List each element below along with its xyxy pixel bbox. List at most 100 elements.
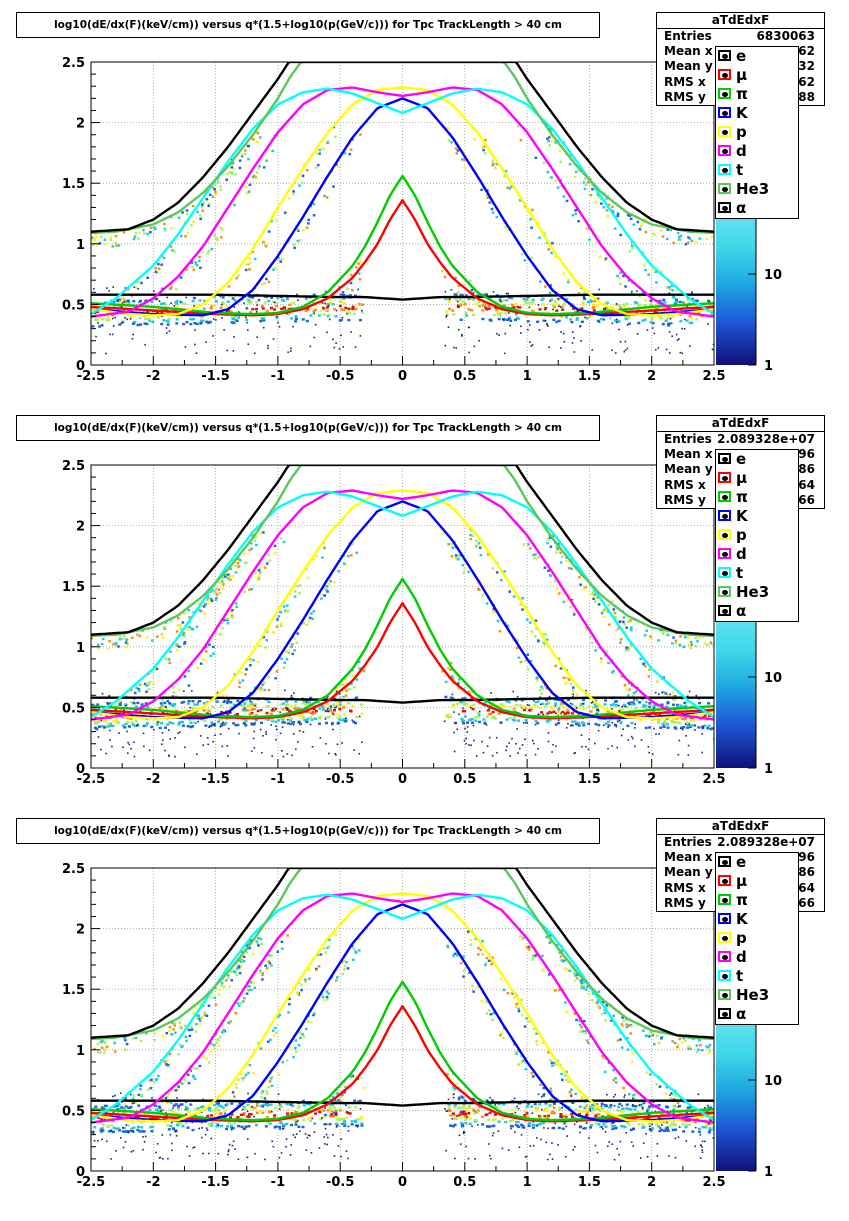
heatmap-cell: [222, 695, 225, 697]
heatmap-cell: [513, 595, 516, 597]
heatmap-cell: [169, 738, 171, 740]
heatmap-cell: [648, 726, 651, 728]
heatmap-cell: [106, 1125, 109, 1127]
heatmap-cell: [608, 724, 611, 726]
heatmap-cell: [122, 747, 124, 749]
heatmap-cell: [501, 301, 503, 303]
heatmap-cell: [689, 315, 692, 317]
heatmap-cell: [523, 298, 526, 300]
heatmap-cell: [199, 267, 202, 269]
heatmap-cell: [227, 301, 230, 303]
heatmap-cell: [497, 620, 500, 622]
heatmap-cell: [601, 1103, 604, 1105]
heatmap-cell: [607, 727, 609, 729]
heatmap-cell: [523, 709, 526, 711]
heatmap-cell: [229, 575, 232, 577]
heatmap-cell: [262, 735, 264, 737]
heatmap-cell: [190, 224, 193, 226]
heatmap-cell: [131, 637, 134, 639]
heatmap-cell: [234, 299, 237, 301]
heatmap-cell: [517, 1126, 520, 1128]
heatmap-cell: [680, 235, 683, 237]
heatmap-cell: [185, 1040, 188, 1042]
heatmap-cell: [273, 308, 276, 310]
heatmap-cell: [457, 301, 459, 303]
heatmap-cell: [502, 319, 504, 321]
heatmap-cell: [208, 599, 211, 601]
heatmap-cell: [179, 721, 182, 723]
heatmap-cell: [259, 573, 262, 575]
legend-label: π: [736, 85, 748, 104]
heatmap-cell: [564, 1001, 567, 1003]
stats-label: RMS y: [664, 90, 706, 104]
heatmap-cell: [250, 548, 253, 550]
heatmap-cell: [246, 307, 249, 309]
heatmap-cell: [313, 313, 315, 315]
heatmap-cell: [558, 711, 561, 713]
heatmap-cell: [446, 945, 449, 947]
heatmap-cell: [100, 749, 102, 751]
colorbar-gradient: [716, 620, 756, 768]
heatmap-cell: [251, 723, 253, 725]
heatmap-cell: [295, 708, 298, 710]
heatmap-cell: [323, 947, 326, 949]
heatmap-cell: [352, 306, 355, 308]
heatmap-cell: [665, 1092, 668, 1094]
heatmap-cell: [302, 1126, 305, 1128]
heatmap-cell: [622, 621, 625, 623]
heatmap-cell: [243, 956, 246, 958]
heatmap-cell: [268, 676, 271, 678]
heatmap-cell: [583, 1107, 586, 1109]
heatmap-cell: [179, 731, 181, 733]
heatmap-cell: [223, 329, 225, 331]
heatmap-cell: [225, 1128, 228, 1130]
heatmap-cell: [551, 706, 554, 708]
heatmap-cell: [163, 223, 166, 225]
heatmap-cell: [465, 315, 468, 317]
heatmap-cell: [607, 748, 609, 750]
heatmap-cell: [185, 1106, 188, 1108]
heatmap-cell: [617, 1109, 620, 1111]
heatmap-cell: [483, 752, 485, 754]
heatmap-cell: [214, 723, 216, 725]
heatmap-cell: [582, 304, 585, 306]
heatmap-cell: [225, 695, 228, 697]
heatmap-cell: [190, 707, 192, 709]
heatmap-cell: [187, 725, 190, 727]
heatmap-cell: [276, 316, 278, 318]
heatmap-cell: [683, 646, 686, 648]
heatmap-cell: [159, 1107, 162, 1109]
heatmap-cell: [666, 238, 669, 240]
heatmap-cell: [451, 309, 454, 311]
heatmap-cell: [287, 753, 289, 755]
heatmap-cell: [252, 659, 255, 661]
heatmap-cell: [219, 1036, 222, 1038]
heatmap-cell: [515, 743, 517, 745]
heatmap-cell: [262, 307, 265, 309]
heatmap-cell: [271, 150, 274, 152]
heatmap-cell: [500, 722, 503, 724]
heatmap-cell: [180, 235, 183, 237]
heatmap-cell: [563, 272, 566, 274]
heatmap-cell: [339, 348, 341, 350]
heatmap-cell: [461, 1096, 464, 1098]
x-tick-label: 1.5: [578, 772, 601, 787]
heatmap-cell: [151, 639, 154, 641]
heatmap-cell: [264, 567, 267, 569]
heatmap-cell: [245, 269, 248, 271]
heatmap-cell: [187, 702, 190, 704]
heatmap-cell: [658, 1104, 661, 1106]
heatmap-cell: [159, 707, 162, 709]
heatmap-cell: [137, 1104, 140, 1106]
legend-item: K: [716, 507, 798, 526]
heatmap-cell: [299, 584, 302, 586]
heatmap-cell: [148, 688, 151, 690]
heatmap-cell: [196, 211, 199, 213]
heatmap-cell: [133, 702, 136, 704]
heatmap-cell: [470, 538, 473, 540]
heatmap-cell: [448, 139, 451, 141]
x-tick-label: 2: [647, 369, 656, 384]
heatmap-cell: [467, 571, 470, 573]
heatmap-cell: [146, 722, 149, 724]
heatmap-cell: [517, 125, 520, 127]
